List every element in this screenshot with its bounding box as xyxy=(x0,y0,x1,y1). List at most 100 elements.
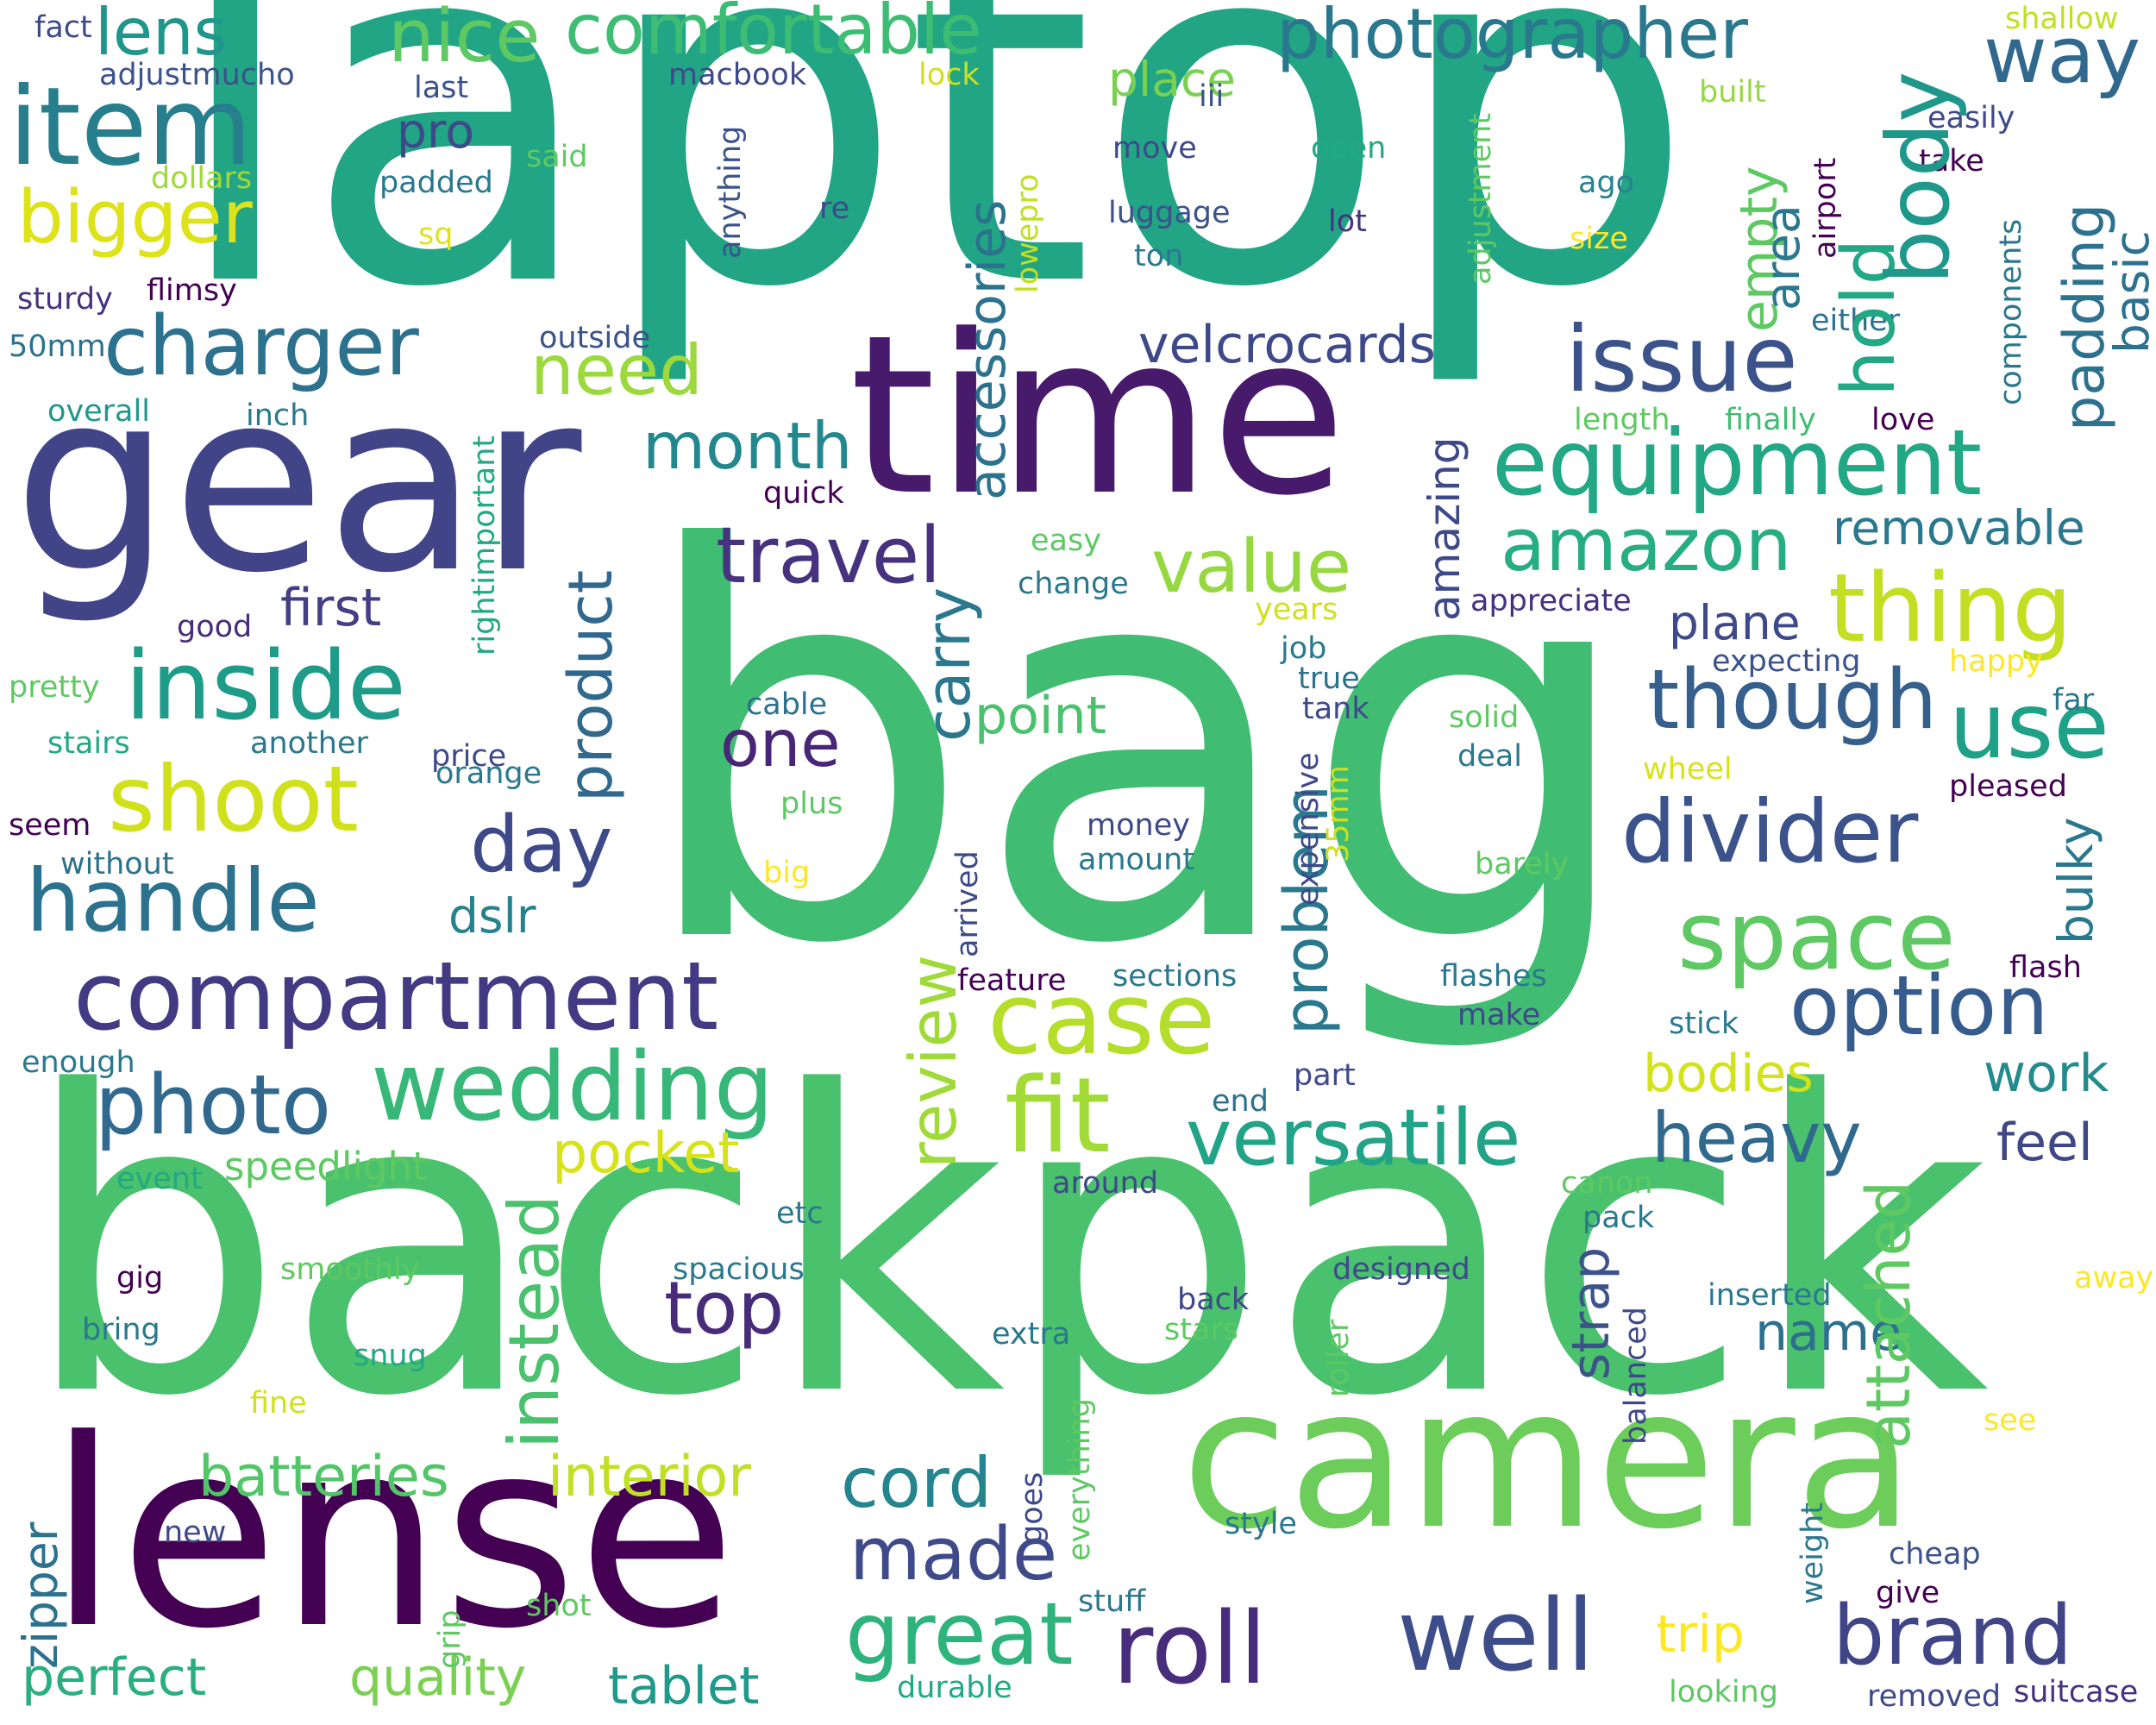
word-amazon: amazon xyxy=(1501,503,1792,588)
word-strap: strap xyxy=(1561,1246,1621,1380)
word-sections: sections xyxy=(1112,959,1238,994)
word-pocket: pocket xyxy=(552,1121,740,1186)
word-roll: roll xyxy=(1112,1591,1268,1707)
word-goes: goes xyxy=(1015,1471,1050,1544)
word-backpack: back pack xyxy=(22,1005,1990,1487)
word-quick: quick xyxy=(763,476,844,511)
word-lowepro: lowepro xyxy=(1011,173,1045,293)
word-inch: inch xyxy=(246,398,310,433)
word-handle: handle xyxy=(26,850,320,951)
word-last: last xyxy=(414,71,469,105)
word-stuff: stuff xyxy=(1078,1584,1146,1619)
word-wheel: wheel xyxy=(1643,752,1733,787)
word-style: style xyxy=(1225,1507,1297,1541)
word-shoot: shoot xyxy=(108,747,359,852)
word-feel: feel xyxy=(1996,1113,2093,1173)
word-said: said xyxy=(526,140,588,174)
word-designed: designed xyxy=(1332,1252,1470,1287)
word-give: give xyxy=(1876,1576,1940,1610)
word-cheap: cheap xyxy=(1889,1537,1981,1571)
word-tablet: tablet xyxy=(608,1656,760,1716)
word-back: back xyxy=(1177,1283,1250,1317)
word-carry: carry xyxy=(913,586,984,742)
word-ago: ago xyxy=(1578,166,1635,200)
word-need: need xyxy=(530,330,703,411)
word-fit: fit xyxy=(1005,1057,1111,1176)
word-pleased: pleased xyxy=(1949,769,2067,804)
word-weight: weight xyxy=(1796,1502,1830,1604)
word-product: product xyxy=(555,569,626,802)
word-years: years xyxy=(1255,593,1338,627)
word-stick: stick xyxy=(1669,1007,1739,1041)
word-quality: quality xyxy=(349,1647,527,1708)
word-way: way xyxy=(1984,10,2141,101)
word-overall: overall xyxy=(47,394,150,429)
word-change: change xyxy=(1018,567,1129,601)
word-move: move xyxy=(1112,131,1197,166)
word-feature: feature xyxy=(957,963,1067,998)
word-flimsy: flimsy xyxy=(147,273,237,308)
word-without: without xyxy=(60,847,174,881)
word-away: away xyxy=(2074,1261,2154,1295)
word-work: work xyxy=(1984,1044,2109,1104)
word-money: money xyxy=(1087,808,1190,843)
word-outside: outside xyxy=(539,321,651,355)
word-amount: amount xyxy=(1078,843,1195,877)
word-deal: deal xyxy=(1457,739,1522,774)
word-use: use xyxy=(1949,674,2109,779)
word-space: space xyxy=(1677,881,1956,991)
word-pack: pack xyxy=(1583,1201,1655,1235)
word-removable: removable xyxy=(1833,500,2085,555)
word-etc: etc xyxy=(776,1196,824,1231)
word-luggage: luggage xyxy=(1108,196,1231,230)
word-padded: padded xyxy=(379,166,493,200)
word-enough: enough xyxy=(22,1045,135,1080)
word-big: big xyxy=(763,856,811,890)
word-shallow: shallow xyxy=(2005,2,2119,36)
word-bodies: bodies xyxy=(1643,1044,1814,1104)
word-job: job xyxy=(1281,631,1327,666)
word-extra: extra xyxy=(992,1317,1071,1352)
word-point: point xyxy=(975,686,1107,746)
word-charger: charger xyxy=(103,299,419,394)
word-snug: snug xyxy=(354,1339,427,1373)
word-heavy: heavy xyxy=(1651,1098,1862,1178)
word-looking: looking xyxy=(1669,1675,1778,1709)
word-shot: shot xyxy=(526,1589,592,1623)
word-one: one xyxy=(720,706,841,781)
word-adjustmucho: adjustmucho xyxy=(99,58,295,92)
word-adjustment: adjustment xyxy=(1463,112,1498,285)
word-easily: easily xyxy=(1927,101,2015,135)
word-gig: gig xyxy=(116,1261,164,1295)
word-love: love xyxy=(1871,403,1935,437)
word-happy: happy xyxy=(1949,644,2043,679)
word-size: size xyxy=(1570,222,1628,256)
word-lock: lock xyxy=(918,58,980,92)
word-flash: flash xyxy=(2009,950,2082,985)
word-review: review xyxy=(895,954,971,1169)
word-travel: travel xyxy=(716,511,942,601)
word-basic: basic xyxy=(2104,230,2156,354)
word-barely: barely xyxy=(1475,847,1570,881)
word-event: event xyxy=(116,1162,203,1196)
word-grip: grip xyxy=(433,1609,467,1669)
word-true: true xyxy=(1298,662,1360,696)
word-velcrocards: velcrocards xyxy=(1138,315,1436,375)
word-pretty: pretty xyxy=(9,670,100,705)
word-well: well xyxy=(1397,1578,1595,1694)
word-ton: ton xyxy=(1134,239,1184,273)
word-new: new xyxy=(164,1515,227,1550)
word-inserted: inserted xyxy=(1708,1278,1832,1313)
word-length: length xyxy=(1574,403,1670,437)
word-plus: plus xyxy=(780,787,843,821)
word-iii: iii xyxy=(1199,79,1225,114)
word-roller: roller xyxy=(1321,1319,1356,1397)
word-everything: everything xyxy=(1062,1398,1097,1561)
word-speedlight: speedlight xyxy=(224,1144,428,1189)
word-issue: issue xyxy=(1565,307,1798,412)
word-sq: sq xyxy=(418,217,454,252)
word-far: far xyxy=(2053,683,2095,718)
word-good: good xyxy=(177,610,253,644)
word-lot: lot xyxy=(1328,204,1367,239)
word-comfortable: comfortable xyxy=(565,0,982,70)
